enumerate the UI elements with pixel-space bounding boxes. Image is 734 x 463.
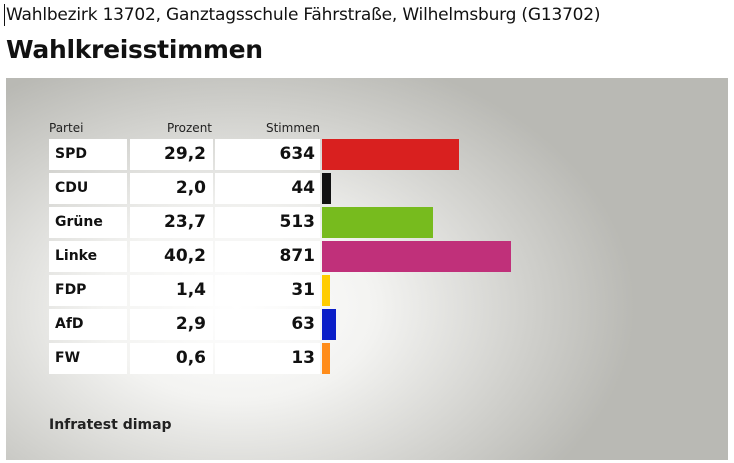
bar-grüne (322, 207, 433, 238)
percent-value: 29,2 (130, 139, 213, 170)
votes-value: 31 (215, 275, 320, 306)
party-label: CDU (49, 173, 127, 204)
source-label: Infratest dimap (49, 417, 172, 433)
party-label: FDP (49, 275, 127, 306)
bar-fdp (322, 275, 330, 306)
bar-fw (322, 343, 330, 374)
bar-afd (322, 309, 336, 340)
text-cursor (4, 4, 5, 26)
percent-value: 2,0 (130, 173, 213, 204)
percent-value: 1,4 (130, 275, 213, 306)
percent-value: 23,7 (130, 207, 213, 238)
party-label: SPD (49, 139, 127, 170)
votes-value: 44 (215, 173, 320, 204)
party-label: FW (49, 343, 127, 374)
column-header-prozent: Prozent (166, 121, 212, 135)
bar-cdu (322, 173, 331, 204)
votes-value: 513 (215, 207, 320, 238)
bar-spd (322, 139, 459, 170)
votes-value: 63 (215, 309, 320, 340)
votes-value: 871 (215, 241, 320, 272)
votes-value: 634 (215, 139, 320, 170)
page-title: Wahlkreisstimmen (6, 35, 263, 64)
column-header-partei: Partei (49, 121, 84, 135)
party-label: Grüne (49, 207, 127, 238)
district-subtitle: Wahlbezirk 13702, Ganztagsschule Fährstr… (6, 5, 601, 25)
results-panel: Partei Prozent Stimmen SPD 29,2 634 CDU 2,0 4… (6, 78, 728, 460)
votes-value: 13 (215, 343, 320, 374)
party-label: Linke (49, 241, 127, 272)
column-header-stimmen: Stimmen (265, 121, 320, 135)
percent-value: 40,2 (130, 241, 213, 272)
percent-value: 0,6 (130, 343, 213, 374)
percent-value: 2,9 (130, 309, 213, 340)
party-label: AfD (49, 309, 127, 340)
bar-linke (322, 241, 511, 272)
